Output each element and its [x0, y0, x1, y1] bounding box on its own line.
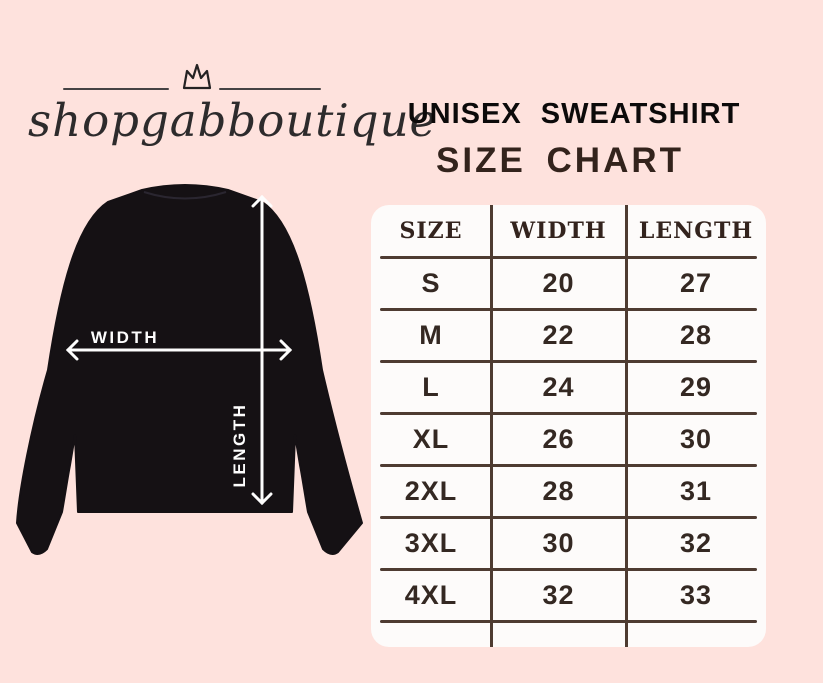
table-row: L 24 29 [371, 361, 766, 415]
cell-width: 24 [542, 371, 575, 402]
cell-size: L [422, 371, 440, 402]
cell-size: S [421, 267, 441, 298]
sweatshirt-silhouette [16, 184, 363, 555]
cell-length: 28 [679, 319, 713, 350]
logo-divider-left [63, 88, 169, 90]
cell-size: 2XL [404, 475, 458, 506]
cell-length: 33 [679, 579, 713, 610]
table-row: 3XL 30 32 [371, 517, 766, 571]
length-arrow [251, 194, 273, 506]
logo-divider-right [219, 88, 321, 90]
table-row: S 20 27 [371, 257, 766, 311]
cell-width: 26 [542, 423, 575, 454]
column-header-width: WIDTH [510, 218, 607, 244]
sweatshirt-diagram: WIDTH LENGTH [16, 184, 363, 555]
page-subtitle: SIZE CHART [436, 141, 684, 180]
cell-size: 4XL [404, 579, 458, 610]
cell-size: XL [412, 423, 450, 454]
cell-size: 3XL [404, 527, 458, 558]
crown-icon [182, 63, 212, 90]
column-divider [625, 205, 628, 647]
collar-seam [143, 191, 227, 200]
cell-length: 27 [679, 267, 713, 298]
table-row: M 22 28 [371, 309, 766, 363]
brand-logo-text: shopgabboutique [28, 94, 438, 147]
page-title: UNISEX SWEATSHIRT [407, 98, 741, 130]
width-label: WIDTH [91, 328, 159, 347]
table-row: XL 26 30 [371, 413, 766, 467]
table-header-row: SIZE WIDTH LENGTH [371, 205, 766, 259]
width-arrow [65, 339, 293, 361]
size-chart-table: SIZE WIDTH LENGTH S 20 27 M 22 28 L 24 2… [371, 205, 766, 647]
cell-width: 32 [542, 579, 575, 610]
cell-width: 28 [542, 475, 575, 506]
table-footer-spacer [371, 621, 766, 647]
column-divider [490, 205, 493, 647]
cell-width: 30 [542, 527, 575, 558]
cell-length: 29 [679, 371, 713, 402]
cell-length: 30 [679, 423, 713, 454]
cell-width: 22 [542, 319, 575, 350]
column-header-length: LENGTH [638, 218, 754, 244]
column-header-size: SIZE [399, 218, 463, 244]
table-row: 2XL 28 31 [371, 465, 766, 519]
cell-width: 20 [542, 267, 575, 298]
cell-length: 31 [679, 475, 713, 506]
length-label: LENGTH [230, 403, 249, 488]
table-row: 4XL 32 33 [371, 569, 766, 623]
cell-size: M [419, 319, 443, 350]
cell-length: 32 [679, 527, 713, 558]
